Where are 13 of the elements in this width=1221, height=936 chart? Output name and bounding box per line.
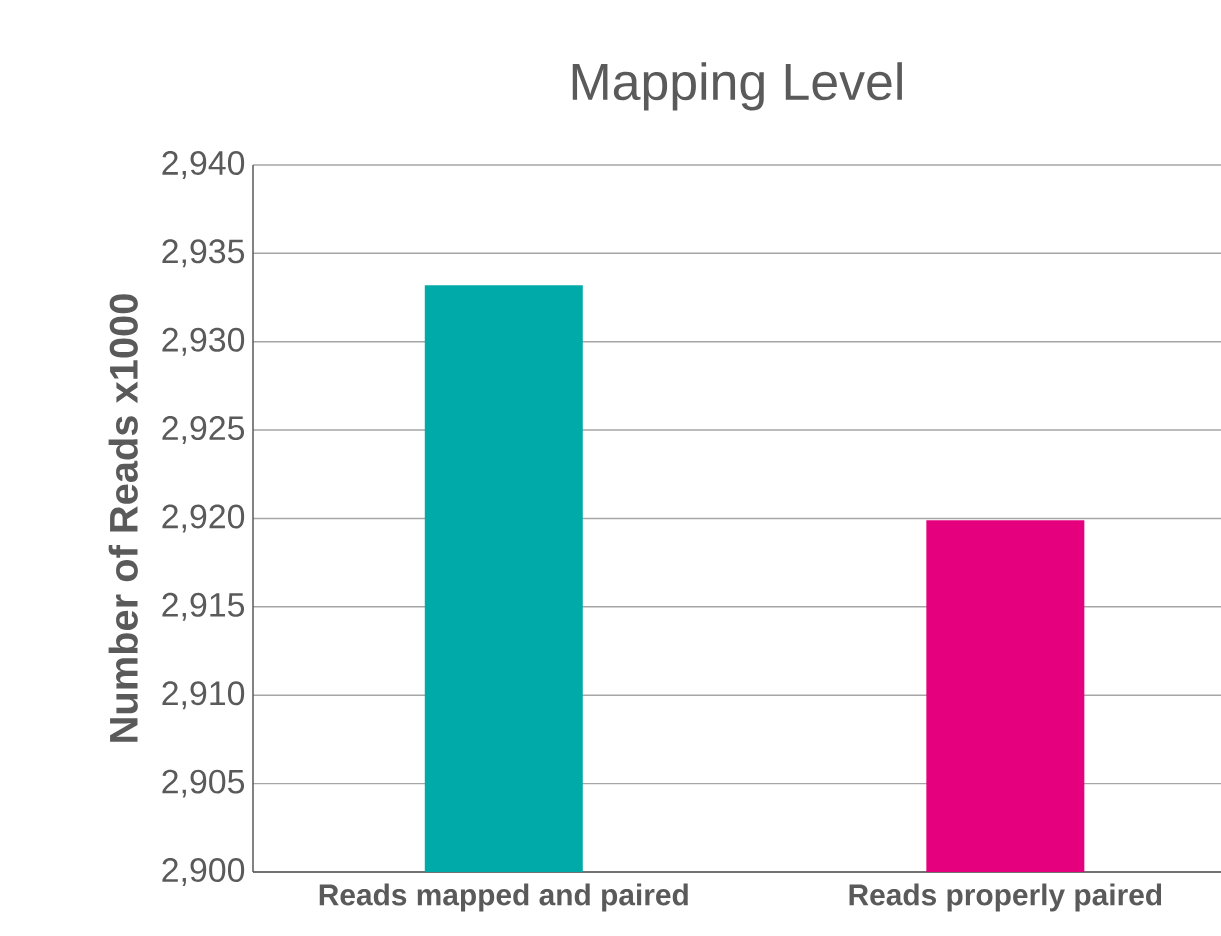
y-tick-label: 2,920 <box>162 504 245 533</box>
y-tick-label: 2,905 <box>162 769 245 798</box>
y-tick-label: 2,940 <box>162 151 245 179</box>
y-tick-label: 2,910 <box>162 681 245 710</box>
y-tick-label: 2,925 <box>162 416 245 445</box>
y-tick-label: 2,900 <box>162 858 245 886</box>
y-axis-title: Number of Reads x1000 <box>108 294 138 742</box>
x-tick-label: Reads properly paired <box>849 883 1162 912</box>
x-tick-label: Reads mapped and paired <box>319 883 688 912</box>
chart-title: Mapping Level <box>572 62 902 111</box>
y-tick-label: 2,935 <box>162 239 245 268</box>
y-tick-label: 2,915 <box>162 592 245 621</box>
y-tick-label: 2,930 <box>162 327 245 356</box>
